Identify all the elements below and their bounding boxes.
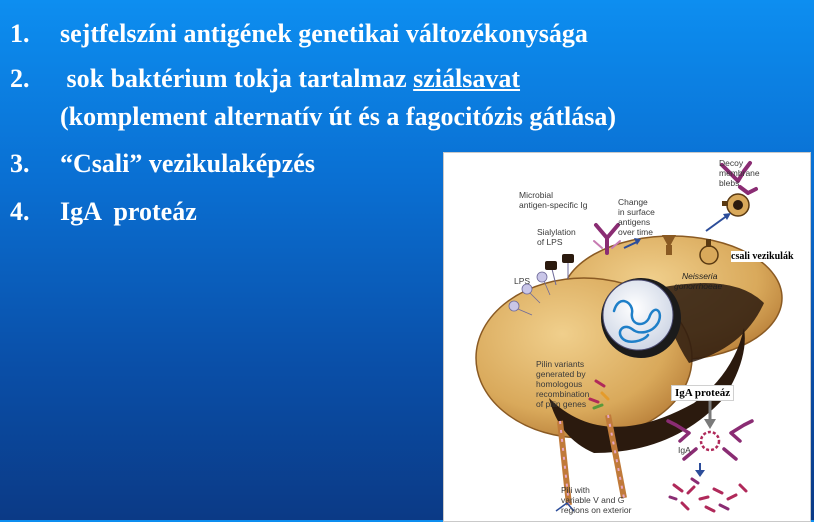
svg-text:membrane: membrane	[719, 168, 760, 178]
sialylated-lps	[545, 254, 574, 286]
svg-text:gonorrhoeae: gonorrhoeae	[674, 281, 722, 291]
svg-text:recombination: recombination	[536, 389, 590, 399]
nucleoid	[601, 278, 681, 358]
svg-text:Sialylation: Sialylation	[537, 227, 576, 237]
surface-antigen	[662, 235, 676, 255]
antibody-icon	[593, 223, 621, 255]
neisseria-diagram: Microbial antigen-specific Ig Change in …	[475, 158, 783, 515]
svg-text:antigen-specific Ig: antigen-specific Ig	[519, 200, 588, 210]
arrow-icon	[705, 214, 729, 232]
item-text: “Csali” vezikulaképzés	[60, 149, 315, 178]
item-text: IgA proteáz	[60, 197, 197, 226]
lps-molecules	[508, 271, 551, 316]
item-text-part: sok baktérium tokja tartalmaz	[60, 64, 414, 93]
pilus	[557, 414, 627, 506]
svg-text:over time: over time	[618, 227, 653, 237]
svg-text:of LPS: of LPS	[537, 237, 563, 247]
item-number: 4.	[10, 197, 30, 226]
figure-labels: Microbial antigen-specific Ig Change in …	[514, 158, 760, 515]
svg-text:Change: Change	[618, 197, 648, 207]
svg-text:homologous: homologous	[536, 379, 582, 389]
sialic-acid-term: sziálsavat	[413, 64, 521, 93]
item-text: sok baktérium tokja tartalmaz sziálsavat	[60, 63, 521, 95]
svg-text:IgA: IgA	[678, 445, 691, 455]
decoy-vesicles-callout: csali vezikulák	[731, 251, 794, 262]
decoy-bleb	[699, 193, 750, 265]
item-number: 1.	[10, 19, 30, 48]
arrow-icon	[555, 502, 575, 512]
pilin-fragments	[588, 379, 610, 410]
svg-text:Decoy: Decoy	[719, 158, 744, 168]
arrowhead-icon	[634, 238, 641, 245]
item-text: sejtfelszíni antigének genetikai változé…	[60, 19, 588, 48]
svg-text:regions on exterior: regions on exterior	[561, 505, 632, 515]
iga-protease-callout: IgA proteáz	[671, 385, 735, 401]
svg-text:in surface: in surface	[618, 207, 655, 217]
arrowhead-icon	[723, 213, 731, 220]
iga-cleavage-diagram	[666, 401, 754, 513]
svg-text:variable V and G: variable V and G	[561, 495, 624, 505]
svg-text:antigens: antigens	[618, 217, 650, 227]
svg-text:blebs: blebs	[719, 178, 739, 188]
svg-text:generated by: generated by	[536, 369, 586, 379]
antibody-icon	[720, 161, 758, 195]
item-number: 2.	[10, 64, 30, 93]
svg-text:Pili with: Pili with	[561, 485, 590, 495]
svg-text:Microbial: Microbial	[519, 190, 553, 200]
svg-text:Pilin variants: Pilin variants	[536, 359, 584, 369]
svg-text:of pilin genes: of pilin genes	[536, 399, 586, 409]
svg-text:LPS: LPS	[514, 276, 530, 286]
svg-text:Neisseria: Neisseria	[682, 271, 718, 281]
item-number: 3.	[10, 149, 30, 178]
neisseria-figure: Microbial antigen-specific Ig Change in …	[443, 152, 811, 522]
item-text: (komplement alternatív út és a fagocitóz…	[60, 102, 617, 131]
